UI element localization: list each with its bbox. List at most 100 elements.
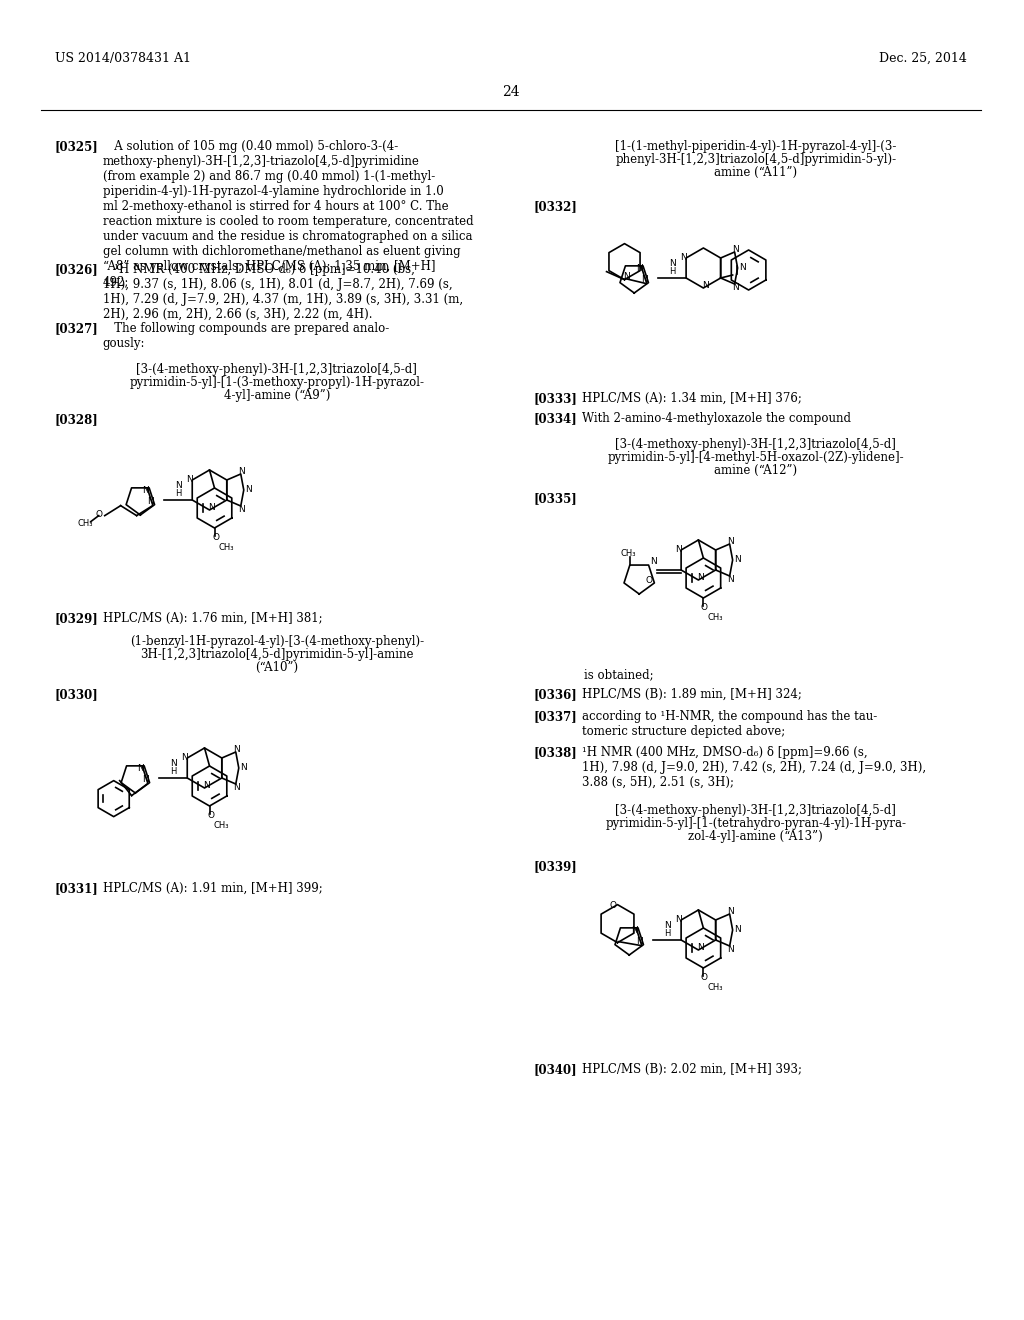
Text: O: O: [700, 603, 708, 612]
Text: N: N: [702, 281, 709, 290]
Text: N: N: [727, 574, 734, 583]
Text: N: N: [734, 925, 741, 935]
Text: CH₃: CH₃: [77, 519, 92, 528]
Text: N: N: [732, 282, 739, 292]
Text: N: N: [142, 775, 148, 784]
Text: [0325]: [0325]: [55, 140, 98, 153]
Text: CH₃: CH₃: [621, 549, 636, 557]
Text: N: N: [241, 763, 247, 772]
Text: N: N: [208, 503, 215, 512]
Text: [0333]: [0333]: [534, 392, 578, 405]
Text: [1-(1-methyl-piperidin-4-yl)-1H-pyrazol-4-yl]-(3-: [1-(1-methyl-piperidin-4-yl)-1H-pyrazol-…: [615, 140, 896, 153]
Text: N: N: [697, 944, 703, 953]
Text: CH₃: CH₃: [708, 614, 723, 623]
Text: pyrimidin-5-yl]-[1-(3-methoxy-propyl)-1H-pyrazol-: pyrimidin-5-yl]-[1-(3-methoxy-propyl)-1H…: [129, 376, 424, 389]
Text: N: N: [137, 764, 143, 774]
Text: [0332]: [0332]: [534, 201, 578, 213]
Text: O: O: [646, 577, 653, 586]
Text: N: N: [624, 272, 630, 281]
Text: [3-(4-methoxy-phenyl)-3H-[1,2,3]triazolo[4,5-d]: [3-(4-methoxy-phenyl)-3H-[1,2,3]triazolo…: [615, 804, 896, 817]
Text: N: N: [631, 927, 637, 936]
Text: H: H: [175, 488, 181, 498]
Text: N: N: [141, 486, 148, 495]
Text: N: N: [641, 275, 648, 284]
Text: N: N: [650, 557, 656, 566]
Text: H: H: [170, 767, 176, 776]
Text: 3H-[1,2,3]triazolo[4,5-d]pyrimidin-5-yl]-amine: 3H-[1,2,3]triazolo[4,5-d]pyrimidin-5-yl]…: [140, 648, 414, 661]
Text: N: N: [675, 916, 682, 924]
Text: [0327]: [0327]: [55, 322, 98, 335]
Text: [0329]: [0329]: [55, 612, 98, 624]
Text: N: N: [636, 937, 643, 946]
Text: N: N: [239, 466, 245, 475]
Text: [0337]: [0337]: [534, 710, 578, 723]
Text: HPLC/MS (A): 1.34 min, [M+H] 376;: HPLC/MS (A): 1.34 min, [M+H] 376;: [582, 392, 802, 405]
Text: N: N: [181, 754, 187, 763]
Text: N: N: [203, 781, 210, 791]
Text: N: N: [734, 556, 741, 565]
Text: [3-(4-methoxy-phenyl)-3H-[1,2,3]triazolo[4,5-d]: [3-(4-methoxy-phenyl)-3H-[1,2,3]triazolo…: [136, 363, 418, 376]
Text: H: H: [669, 267, 675, 276]
Text: amine (“A11”): amine (“A11”): [714, 166, 798, 180]
Text: 24: 24: [502, 84, 519, 99]
Text: N: N: [186, 475, 193, 484]
Text: pyrimidin-5-yl]-[4-methyl-5H-oxazol-(2Z)-ylidene]-: pyrimidin-5-yl]-[4-methyl-5H-oxazol-(2Z)…: [607, 451, 904, 465]
Text: N: N: [669, 260, 676, 268]
Text: N: N: [727, 907, 734, 916]
Text: pyrimidin-5-yl]-[1-(tetrahydro-pyran-4-yl)-1H-pyra-: pyrimidin-5-yl]-[1-(tetrahydro-pyran-4-y…: [605, 817, 906, 830]
Text: N: N: [233, 744, 241, 754]
Text: [0338]: [0338]: [534, 746, 578, 759]
Text: N: N: [239, 504, 245, 513]
Text: N: N: [675, 545, 682, 554]
Text: [0336]: [0336]: [534, 688, 578, 701]
Text: [0335]: [0335]: [534, 492, 578, 506]
Text: N: N: [246, 486, 252, 495]
Text: N: N: [680, 253, 686, 263]
Text: according to ¹H-NMR, the compound has the tau-
tomeric structure depicted above;: according to ¹H-NMR, the compound has th…: [582, 710, 877, 738]
Text: [0328]: [0328]: [55, 413, 98, 426]
Text: O: O: [207, 812, 214, 821]
Text: 4-yl]-amine (“A9”): 4-yl]-amine (“A9”): [223, 389, 330, 403]
Text: N: N: [739, 264, 746, 272]
Text: N: N: [664, 921, 671, 931]
Text: amine (“A12”): amine (“A12”): [714, 465, 798, 477]
Text: O: O: [95, 510, 102, 519]
Text: H: H: [664, 928, 671, 937]
Text: N: N: [636, 264, 642, 273]
Text: HPLC/MS (B): 2.02 min, [M+H] 393;: HPLC/MS (B): 2.02 min, [M+H] 393;: [582, 1063, 802, 1076]
Text: HPLC/MS (A): 1.91 min, [M+H] 399;: HPLC/MS (A): 1.91 min, [M+H] 399;: [102, 882, 323, 895]
Text: HPLC/MS (A): 1.76 min, [M+H] 381;: HPLC/MS (A): 1.76 min, [M+H] 381;: [102, 612, 323, 624]
Text: phenyl-3H-[1,2,3]triazolo[4,5-d]pyrimidin-5-yl)-: phenyl-3H-[1,2,3]triazolo[4,5-d]pyrimidi…: [615, 153, 896, 166]
Text: ¹H NMR (400 MHz, DMSO-d₆) δ [ppm]=10.40 (bs,
1H), 9.37 (s, 1H), 8.06 (s, 1H), 8.: ¹H NMR (400 MHz, DMSO-d₆) δ [ppm]=10.40 …: [102, 263, 463, 321]
Text: zol-4-yl]-amine (“A13”): zol-4-yl]-amine (“A13”): [688, 830, 823, 843]
Text: [0339]: [0339]: [534, 861, 578, 873]
Text: (1-benzyl-1H-pyrazol-4-yl)-[3-(4-methoxy-phenyl)-: (1-benzyl-1H-pyrazol-4-yl)-[3-(4-methoxy…: [130, 635, 424, 648]
Text: [0334]: [0334]: [534, 412, 578, 425]
Text: [0326]: [0326]: [55, 263, 98, 276]
Text: N: N: [727, 536, 734, 545]
Text: US 2014/0378431 A1: US 2014/0378431 A1: [55, 51, 190, 65]
Text: N: N: [170, 759, 177, 768]
Text: HPLC/MS (B): 1.89 min, [M+H] 324;: HPLC/MS (B): 1.89 min, [M+H] 324;: [582, 688, 802, 701]
Text: O: O: [700, 974, 708, 982]
Text: (“A10”): (“A10”): [255, 661, 298, 675]
Text: CH₃: CH₃: [218, 544, 234, 553]
Text: CH₃: CH₃: [708, 983, 723, 993]
Text: N: N: [732, 244, 739, 253]
Text: [0330]: [0330]: [55, 688, 98, 701]
Text: N: N: [175, 482, 181, 491]
Text: O: O: [212, 533, 219, 543]
Text: A solution of 105 mg (0.40 mmol) 5-chloro-3-(4-
methoxy-phenyl)-3H-[1,2,3]-triaz: A solution of 105 mg (0.40 mmol) 5-chlor…: [102, 140, 473, 288]
Text: [3-(4-methoxy-phenyl)-3H-[1,2,3]triazolo[4,5-d]: [3-(4-methoxy-phenyl)-3H-[1,2,3]triazolo…: [615, 438, 896, 451]
Text: O: O: [609, 902, 616, 909]
Text: ¹H NMR (400 MHz, DMSO-d₆) δ [ppm]=9.66 (s,
1H), 7.98 (d, J=9.0, 2H), 7.42 (s, 2H: ¹H NMR (400 MHz, DMSO-d₆) δ [ppm]=9.66 (…: [582, 746, 926, 789]
Text: CH₃: CH₃: [214, 821, 229, 830]
Text: N: N: [233, 783, 241, 792]
Text: The following compounds are prepared analo-
gously:: The following compounds are prepared ana…: [102, 322, 389, 350]
Text: N: N: [697, 573, 703, 582]
Text: is obtained;: is obtained;: [584, 668, 653, 681]
Text: Dec. 25, 2014: Dec. 25, 2014: [879, 51, 967, 65]
Text: N: N: [727, 945, 734, 953]
Text: [0340]: [0340]: [534, 1063, 578, 1076]
Text: [0331]: [0331]: [55, 882, 98, 895]
